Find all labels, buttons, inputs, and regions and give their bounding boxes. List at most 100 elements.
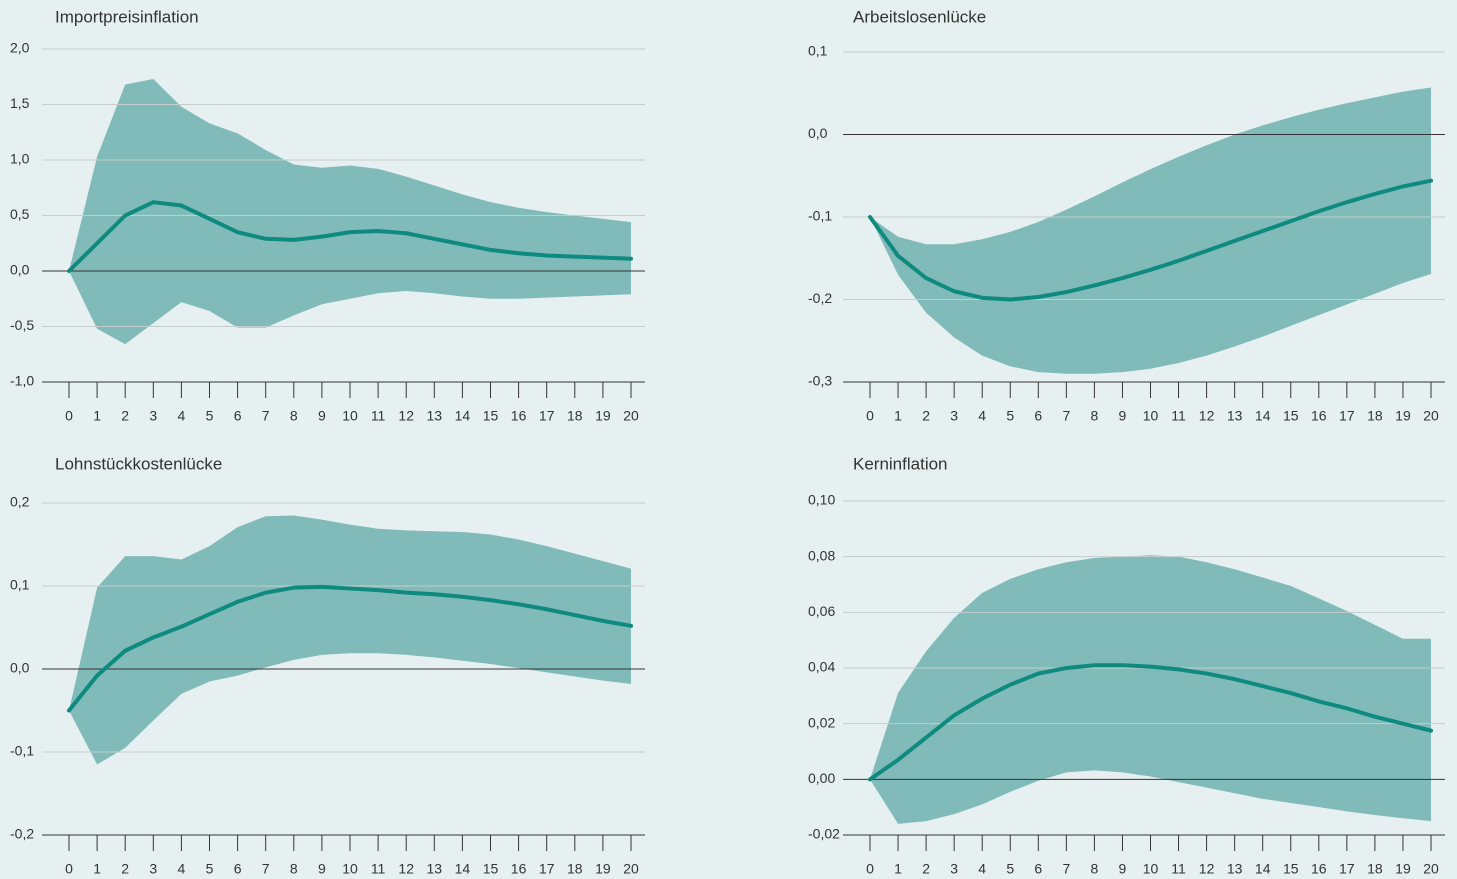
x-tick-label: 16 [511,408,527,424]
y-tick-label: 0,1 [10,577,30,593]
x-tick-label: 20 [623,861,639,877]
x-tick-label: 1 [93,408,101,424]
x-tick-label: 9 [1119,408,1127,424]
x-tick-label: 13 [1227,861,1243,877]
x-tick-label: 8 [290,861,298,877]
x-tick-label: 5 [1006,861,1014,877]
x-tick-label: 9 [318,861,326,877]
y-tick-label: -0,2 [10,826,34,842]
x-tick-label: 9 [318,408,326,424]
x-tick-label: 17 [539,861,555,877]
y-tick-label: 0,00 [808,770,835,786]
x-tick-label: 14 [1255,408,1271,424]
x-tick-label: 1 [894,861,902,877]
x-tick-label: 10 [342,861,358,877]
x-tick-label: 10 [1143,408,1159,424]
x-tick-label: 8 [1091,408,1099,424]
x-tick-label: 14 [1255,861,1271,877]
y-tick-label: 2,0 [10,40,30,56]
x-tick-label: 15 [1283,408,1299,424]
x-tick-label: 2 [121,861,129,877]
x-tick-label: 7 [262,408,270,424]
x-tick-label: 0 [65,408,73,424]
x-tick-label: 3 [950,408,958,424]
x-tick-label: 10 [1143,861,1159,877]
x-tick-label: 0 [866,861,874,877]
x-tick-label: 19 [595,861,611,877]
x-tick-label: 12 [398,861,414,877]
confidence-band [69,515,631,765]
x-tick-label: 11 [1171,408,1186,424]
y-tick-label: -0,1 [10,743,34,759]
x-tick-label: 17 [1339,408,1355,424]
x-tick-label: 1 [93,861,101,877]
y-tick-label: 0,06 [808,603,835,619]
x-tick-label: 16 [511,861,527,877]
x-tick-label: 12 [1199,861,1215,877]
x-tick-label: 7 [262,861,270,877]
x-tick-label: 11 [371,861,386,877]
y-tick-label: 0,08 [808,547,835,563]
y-tick-label: 0,10 [808,492,835,508]
line [868,663,1433,782]
x-tick-label: 4 [178,408,186,424]
x-tick-label: 13 [427,408,443,424]
x-tick-label: 15 [1283,861,1299,877]
x-tick-label: 9 [1119,861,1127,877]
x-tick-label: 15 [483,408,499,424]
x-tick-label: 5 [206,861,214,877]
y-tick-label: 0,1 [808,43,828,59]
confidence-band [69,78,631,345]
chart-title: Importpreisinflation [55,7,199,26]
x-tick-label: 8 [290,408,298,424]
x-tick-label: 3 [950,861,958,877]
x-tick-label: 4 [978,861,986,877]
x-tick-label: 12 [1199,408,1215,424]
x-tick-label: 19 [1395,408,1411,424]
y-tick-label: 0,5 [10,206,30,222]
x-tick-label: 20 [623,408,639,424]
x-tick-label: 4 [178,861,186,877]
y-tick-label: 0,0 [10,262,30,278]
x-tick-label: 0 [65,861,73,877]
y-tick-label: -0,02 [808,826,840,842]
x-tick-label: 12 [398,408,414,424]
x-tick-label: 5 [206,408,214,424]
x-tick-label: 8 [1091,861,1099,877]
x-tick-label: 17 [539,408,555,424]
x-tick-label: 14 [455,861,471,877]
x-tick-label: 17 [1339,861,1355,877]
x-tick-label: 2 [922,861,930,877]
x-tick-label: 6 [1034,861,1042,877]
y-tick-label: 1,5 [10,95,30,111]
x-tick-label: 3 [149,861,157,877]
x-tick-label: 14 [455,408,471,424]
confidence-band [870,555,1431,824]
x-tick-label: 20 [1423,861,1439,877]
x-tick-label: 5 [1006,408,1014,424]
confidence-band [870,87,1431,374]
x-tick-label: 2 [121,408,129,424]
x-tick-label: 11 [1171,861,1186,877]
y-tick-label: -0,3 [808,373,832,389]
y-tick-label: 1,0 [10,151,30,167]
line [67,584,633,713]
x-tick-label: 7 [1062,861,1070,877]
y-tick-label: 0,2 [10,494,30,510]
y-tick-label: -1,0 [10,373,34,389]
x-tick-label: 3 [149,408,157,424]
y-tick-label: -0,1 [808,208,832,224]
y-tick-label: 0,0 [10,660,30,676]
y-tick-label: 0,02 [808,714,835,730]
x-tick-label: 10 [342,408,358,424]
x-tick-label: 6 [1034,408,1042,424]
x-tick-label: 18 [1367,861,1383,877]
x-tick-label: 20 [1423,408,1439,424]
x-tick-label: 6 [234,861,242,877]
x-tick-label: 19 [1395,861,1411,877]
x-tick-label: 6 [234,408,242,424]
x-tick-label: 18 [567,408,583,424]
chart-title: Arbeitslosenlücke [853,7,986,26]
x-tick-label: 13 [427,861,443,877]
